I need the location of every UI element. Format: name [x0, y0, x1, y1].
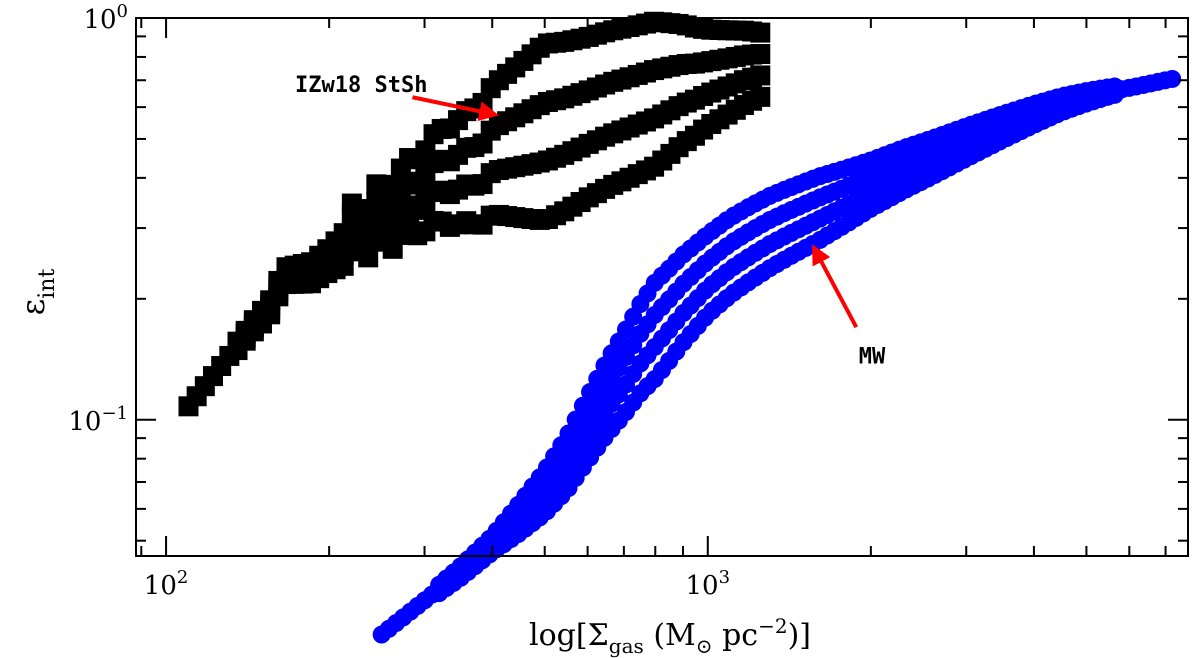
annotation-label: IZw18 StSh	[295, 73, 427, 98]
data-layer	[178, 11, 1182, 644]
series-mw	[372, 69, 1182, 644]
y-axis-label: εint	[14, 269, 60, 316]
x-axis-label: log[Σgas (M⊙ pc−2)]	[529, 614, 811, 658]
y-tick-label: 10−1	[68, 403, 128, 437]
series-izw18	[178, 11, 771, 417]
x-tick-label: 103	[686, 567, 731, 601]
annotation-layer: IZw18 StSh MW	[295, 73, 886, 370]
annotation-arrow	[812, 244, 859, 329]
data-point	[750, 65, 771, 86]
annotation-arrow	[412, 95, 500, 122]
data-point	[750, 86, 771, 107]
data-point	[750, 44, 771, 65]
tick-layer: 102 103 10−1 100	[68, 1, 1188, 601]
y-tick-label: 100	[83, 1, 128, 35]
plot-frame	[135, 17, 1189, 557]
data-point	[1163, 69, 1182, 88]
data-point	[750, 22, 771, 43]
data-point	[358, 247, 379, 268]
annotation-label: MW	[859, 345, 886, 370]
x-tick-label: 102	[144, 567, 189, 601]
